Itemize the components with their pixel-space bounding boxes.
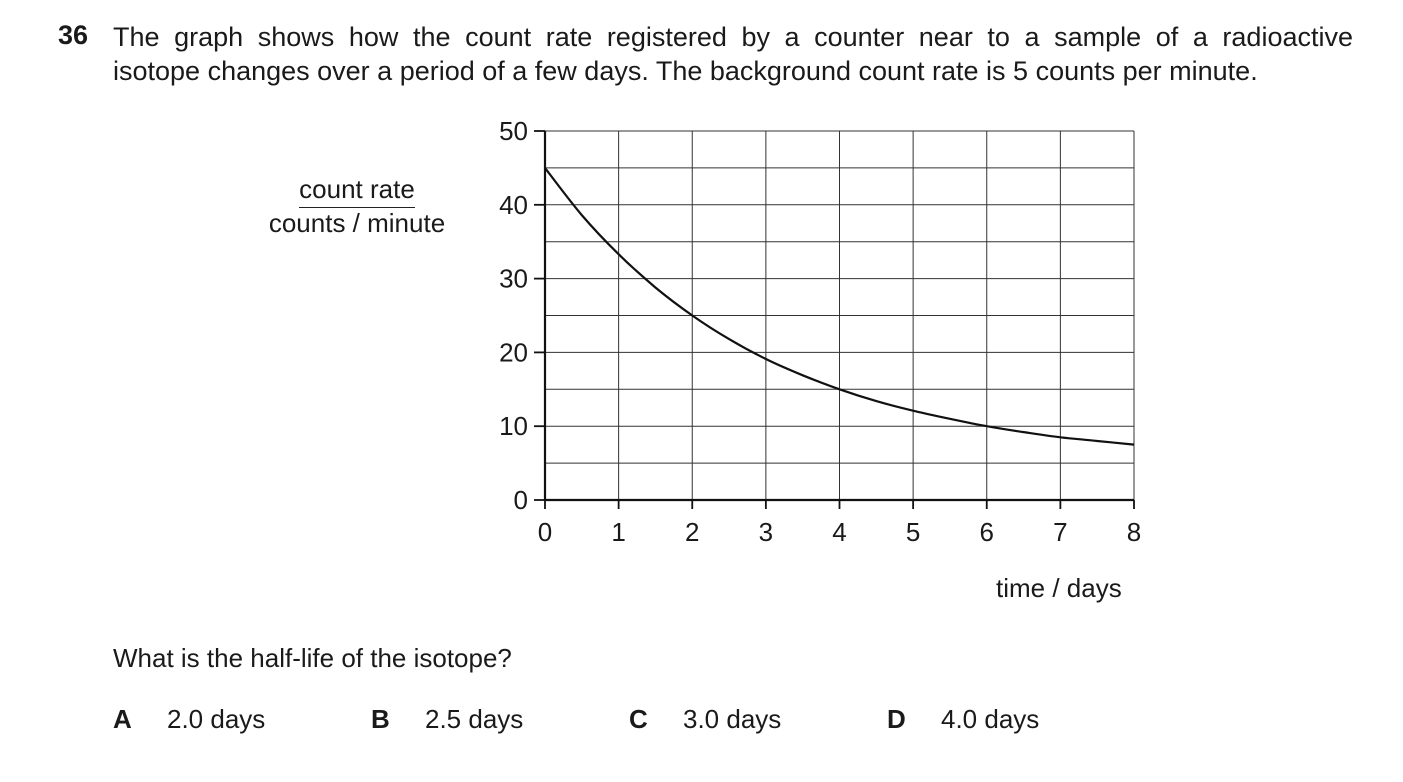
x-tick-label: 6	[980, 517, 994, 547]
x-tick-label: 8	[1127, 517, 1141, 547]
option-b-letter: B	[371, 704, 390, 734]
x-tick-label: 7	[1053, 517, 1067, 547]
option-a-letter: A	[113, 704, 132, 734]
chart-grid	[545, 130, 1135, 500]
stem-line-1: The graph shows how the count rate regis…	[113, 22, 1353, 52]
option-d-letter: D	[887, 704, 906, 734]
option-b-text: 2.5 days	[425, 704, 524, 734]
question-number: 36	[58, 20, 89, 50]
option-c-text: 3.0 days	[683, 704, 782, 734]
x-tick-label: 4	[832, 517, 846, 547]
option-d-text: 4.0 days	[941, 704, 1040, 734]
x-tick-label: 5	[906, 517, 920, 547]
chart-series	[544, 167, 1135, 446]
y-tick-label: 40	[499, 190, 528, 220]
stem-line-2: isotope changes over a period of a few d…	[113, 56, 1258, 86]
y-axis-label: count rate counts / minute	[258, 174, 456, 239]
option-a-text: 2.0 days	[167, 704, 266, 734]
y-axis-label-denominator: counts / minute	[268, 208, 446, 238]
y-tick-label: 10	[499, 411, 528, 441]
question-stem: The graph shows how the count rate regis…	[113, 20, 1353, 88]
option-c-letter: C	[629, 704, 648, 734]
y-tick-label: 0	[514, 485, 528, 515]
chart-ticks: 0 10 20 30 40 50 0 1 2 3 4 5 6 7 8	[499, 116, 1141, 547]
option-d[interactable]: D 4.0 days	[887, 704, 1039, 735]
x-axis-label: time / days	[996, 573, 1122, 603]
option-c[interactable]: C 3.0 days	[629, 704, 781, 735]
x-tick-label: 0	[538, 517, 552, 547]
question-prompt: What is the half-life of the isotope?	[113, 643, 512, 673]
y-tick-label: 30	[499, 264, 528, 294]
y-tick-label: 20	[499, 337, 528, 367]
x-tick-label: 3	[759, 517, 773, 547]
option-b[interactable]: B 2.5 days	[371, 704, 523, 735]
option-a[interactable]: A 2.0 days	[113, 704, 265, 735]
x-tick-label: 2	[685, 517, 699, 547]
y-axis-label-numerator: count rate	[299, 174, 415, 208]
decay-curve	[544, 167, 1135, 446]
y-tick-label: 50	[499, 116, 528, 146]
x-tick-label: 1	[611, 517, 625, 547]
